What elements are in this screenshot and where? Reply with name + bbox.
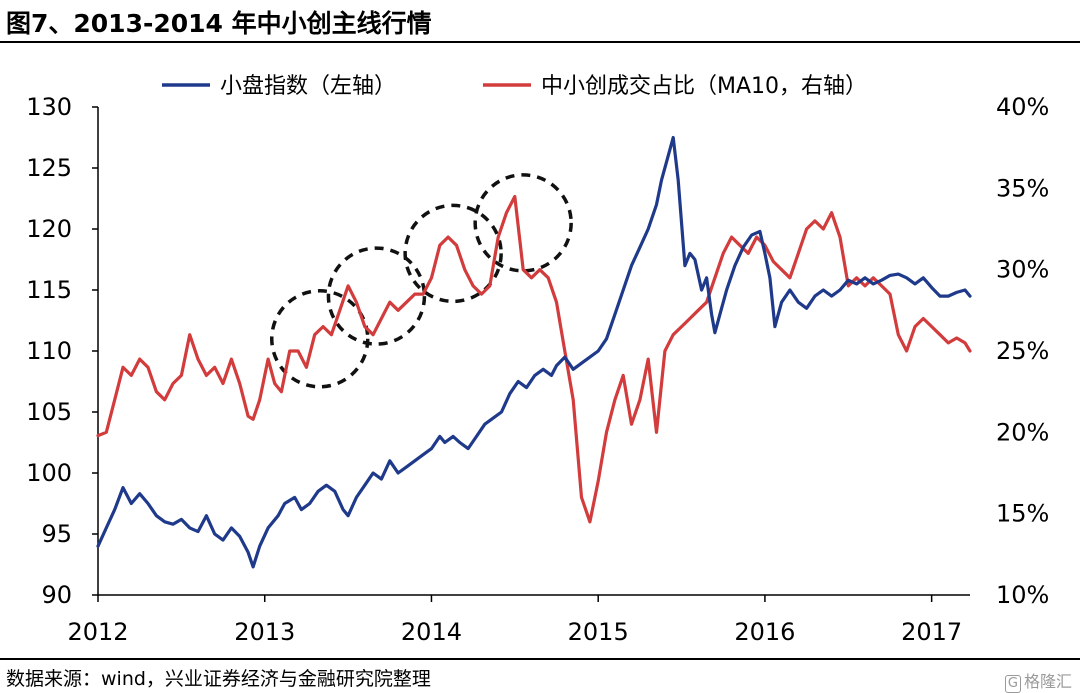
source-note: 数据来源：wind，兴业证券经济与金融研究院整理 bbox=[6, 668, 431, 690]
dashed-circle-annotation bbox=[326, 246, 427, 346]
annotation-layer bbox=[270, 173, 573, 389]
y-right-tick-label: 15% bbox=[996, 500, 1049, 528]
y-left-tick-label: 115 bbox=[26, 276, 72, 304]
legend: 小盘指数（左轴） 中小创成交占比（MA10，右轴） bbox=[162, 74, 867, 99]
figure-title: 图7、2013-2014 年中小创主线行情 bbox=[6, 9, 432, 38]
turnover-share-line bbox=[96, 194, 972, 524]
y-left-tick-label: 120 bbox=[26, 215, 72, 243]
y-left-tick-label: 105 bbox=[26, 398, 72, 426]
x-tick-label: 2014 bbox=[401, 618, 462, 646]
small-cap-index-line bbox=[96, 135, 972, 569]
dashed-circle-annotation bbox=[403, 203, 503, 304]
y-left-tick-label: 125 bbox=[26, 154, 72, 182]
y-right-tick-label: 25% bbox=[996, 337, 1049, 365]
watermark-logo-icon: G bbox=[1004, 675, 1021, 693]
y-left-tick-label: 130 bbox=[26, 93, 72, 121]
y-right-tick-label: 40% bbox=[996, 93, 1049, 121]
x-tick-label: 2013 bbox=[234, 618, 295, 646]
title-rule bbox=[0, 41, 1080, 43]
y-left-tick-label: 110 bbox=[26, 337, 72, 365]
legend-label-turnover: 中小创成交占比（MA10，右轴） bbox=[541, 74, 867, 99]
x-tick-label: 2016 bbox=[734, 618, 795, 646]
dashed-circle-annotation bbox=[473, 173, 573, 273]
y-right-tick-label: 10% bbox=[996, 581, 1049, 609]
legend-label-small-cap: 小盘指数（左轴） bbox=[220, 74, 396, 99]
y-right-tick-label: 30% bbox=[996, 256, 1049, 284]
watermark-text: 格隆汇 bbox=[1023, 672, 1072, 691]
x-tick-label: 2017 bbox=[901, 618, 962, 646]
source-rule bbox=[0, 658, 1080, 660]
y-left-tick-label: 90 bbox=[41, 581, 72, 609]
dashed-circle-annotation bbox=[270, 289, 370, 389]
y-left-tick-label: 95 bbox=[41, 520, 72, 548]
watermark: G 格隆汇 bbox=[1004, 668, 1072, 693]
y-left-tick-label: 100 bbox=[26, 459, 72, 487]
x-tick-label: 2015 bbox=[568, 618, 629, 646]
y-right-tick-label: 20% bbox=[996, 418, 1049, 446]
y-right-tick-label: 35% bbox=[996, 174, 1049, 202]
x-tick-label: 2012 bbox=[67, 618, 128, 646]
axes: 90 95 100 105 110 115 120 125 130 10% 15% 20% 25% 30%… bbox=[26, 93, 1049, 646]
series-layer bbox=[96, 135, 972, 569]
